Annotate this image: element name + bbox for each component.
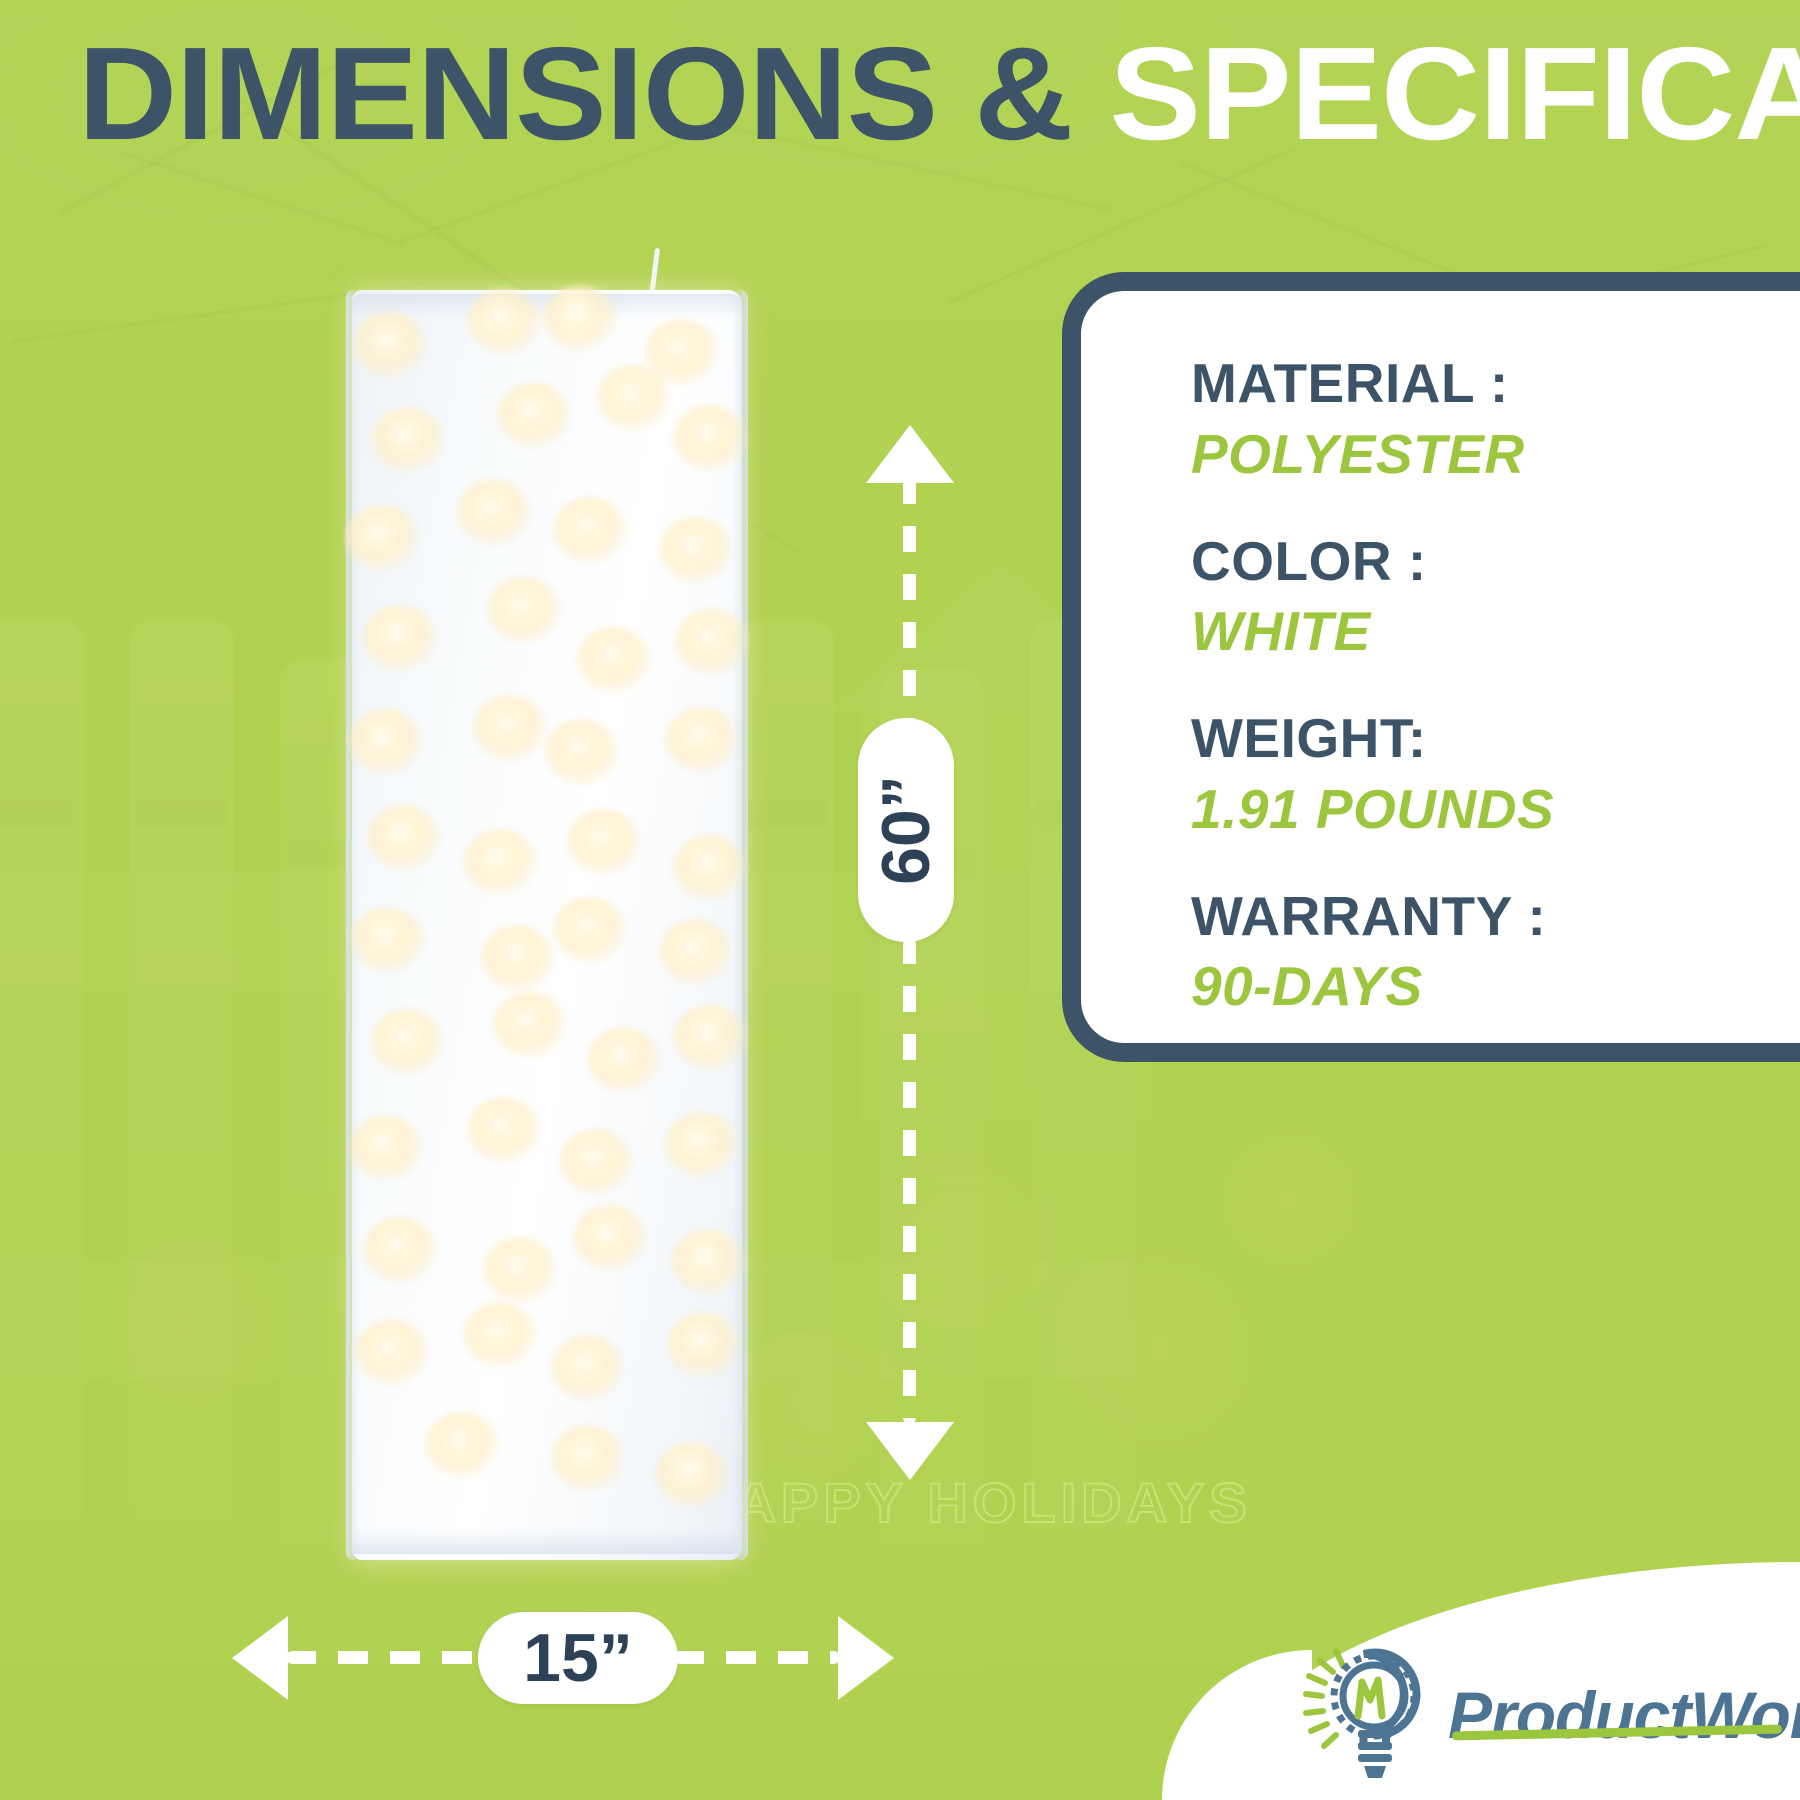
led-light [467,289,541,355]
product-image [345,247,749,1560]
led-light [467,1097,541,1163]
led-light [675,609,749,675]
led-light [559,1129,633,1195]
spec-label-material: MATERIAL : [1191,352,1509,414]
led-light [487,577,561,643]
led-light [587,1027,661,1093]
led-light [673,1005,747,1071]
width-arrow-right [838,1616,894,1700]
height-dashed-line-lower [903,938,916,1424]
page-title-dimensions: DIMENSIONS [78,20,938,167]
fabric-hem-bottom [352,1528,742,1554]
lightbulb-gear-icon [1300,1642,1432,1787]
led-light [655,1442,729,1508]
width-label-pill: 15” [478,1612,678,1704]
led-light [673,405,747,471]
led-light [597,365,671,431]
led-light [363,1217,437,1283]
led-light [425,1412,499,1478]
spec-value-warranty: 90-DAYS [1191,955,1423,1018]
led-light [493,992,567,1058]
led-light [659,517,733,583]
led-light [463,829,537,895]
led-light [345,505,419,571]
led-light [473,695,547,761]
led-light [353,312,427,378]
led-light [673,835,747,901]
led-light [349,1115,423,1181]
led-light [553,897,627,963]
height-dashed-line-upper [903,478,916,722]
led-light [573,1205,647,1271]
led-light [457,479,531,545]
led-light [463,1302,537,1368]
page-title-specifications: SPECIFICATIONS [1109,20,1800,167]
led-light [349,709,423,775]
led-light [665,707,739,773]
width-label-text: 15” [523,1620,633,1696]
width-dashed-line-left [286,1651,482,1664]
page-title-space [1072,20,1109,167]
led-light [355,1319,429,1385]
height-label-pill: 60” [858,718,954,942]
led-light [545,719,619,785]
happy-holidays-watermark: HAPPY HOLIDAYS [689,1470,1252,1535]
led-light [363,605,437,671]
spec-label-color: COLOR : [1191,529,1427,592]
led-light [497,382,571,448]
spec-label-warranty: WARRANTY : [1191,884,1547,947]
led-light [543,285,617,351]
page-title-amp-char: & [974,20,1073,167]
led-light [553,497,627,563]
spec-row-color: COLOR : WHITE [1191,529,1800,665]
led-light [371,1009,445,1075]
height-arrow-up [866,425,954,483]
width-arrow-left [232,1616,288,1700]
spec-value-weight: 1.91 POUNDS [1191,777,1555,840]
led-light [551,1425,625,1491]
led-light [567,809,641,875]
led-light [481,925,555,991]
spec-label-weight: WEIGHT: [1191,707,1427,770]
specifications-card: MATERIAL : POLYESTER COLOR : WHITE WEIGH… [1062,272,1800,1062]
led-light [367,805,441,871]
led-light [671,1229,745,1295]
spec-row-warranty: WARRANTY : 90-DAYS [1191,884,1800,1020]
height-arrow-down [866,1422,954,1480]
led-light [659,919,733,985]
led-light [371,407,445,473]
led-light [551,1335,625,1401]
led-light [665,1112,739,1178]
spec-row-material: MATERIAL : POLYESTER [1191,352,1800,487]
height-label-text: 60” [868,775,945,885]
led-light [483,1237,557,1303]
spec-value-material: POLYESTER [1191,422,1525,485]
led-light [577,627,651,693]
width-dashed-line-right [674,1651,840,1664]
spec-value-color: WHITE [1191,600,1371,663]
spec-row-weight: WEIGHT: 1.91 POUNDS [1191,708,1800,842]
led-light [667,1312,741,1378]
page-title: DIMENSIONS & SPECIFICATIONS [78,28,1800,160]
page-title-ampersand [937,20,974,167]
brand-logo[interactable]: ProductWorks [1300,1642,1800,1787]
led-light [351,907,425,973]
